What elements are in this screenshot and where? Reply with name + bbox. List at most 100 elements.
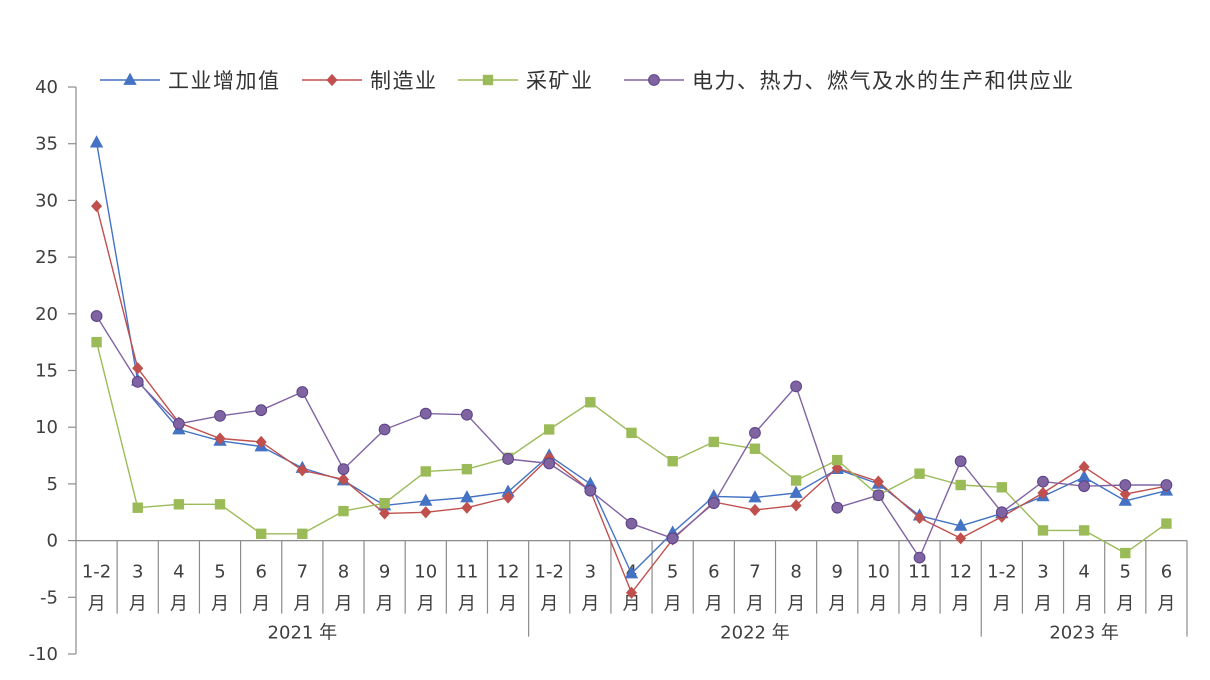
legend-marker [482,74,494,86]
data-point [379,497,390,509]
y-tick-label: -10 [29,644,58,665]
data-point [872,475,884,488]
data-point [419,407,432,420]
axes: 40 35 30 25 20 15 10 5 0 -5 -10 1-2 月 3 月 4 月 5 月 6 月 7 月 8 月 9 月 1… [29,77,1188,665]
data-point [995,506,1008,519]
data-point [872,489,885,502]
data-point [954,518,968,531]
data-point [1120,547,1131,559]
x-category-label: 12 月 [497,562,520,615]
data-point [913,511,926,525]
y-tick-label: 20 [35,304,58,325]
data-point [1037,525,1049,536]
data-point [420,466,431,477]
data-point [790,380,802,393]
data-point [379,507,391,520]
x-category-label: 12 月 [949,562,972,615]
data-point [625,517,638,530]
data-point [90,310,103,322]
data-point [91,336,102,348]
legend-marker [648,74,660,86]
data-point [255,404,268,417]
data-point [214,409,226,422]
data-point [708,436,719,448]
x-category-label: 1-2 月 [535,562,564,615]
data-point [91,199,103,213]
data-point [296,464,308,477]
series-square [91,336,1172,559]
data-point [1160,479,1173,491]
data-point [749,503,761,517]
data-point [420,506,432,519]
data-point [748,490,762,503]
data-point [1078,525,1090,536]
data-point [1037,486,1049,500]
data-point [173,499,185,510]
y-tick-label: 5 [47,474,58,495]
x-category-label: 11 月 [455,562,478,615]
series-diamond [91,199,1172,599]
data-point [337,463,350,476]
data-point [1078,460,1090,473]
data-point [1161,518,1172,529]
data-point [749,426,761,439]
data-point [1037,475,1049,488]
legend-item: 制造业 [302,69,438,93]
data-point [1078,480,1091,493]
data-point [461,408,473,421]
data-point [461,463,473,475]
data-point [502,491,514,504]
data-point [132,362,144,375]
data-point [378,423,391,436]
x-category-label: 1-2 月 [987,562,1016,615]
legend-item: 采矿业 [458,69,594,93]
data-point [297,528,308,539]
data-point [502,453,514,465]
data-point [789,485,803,498]
data-point [1119,488,1131,501]
legend-marker [123,72,137,85]
data-point [255,528,267,539]
data-point [707,497,720,510]
data-point [584,484,597,497]
data-point [954,455,967,468]
x-category-label: 10 月 [867,562,890,615]
y-tick-label: -5 [40,587,58,608]
data-point [585,397,596,408]
data-point [955,479,966,491]
data-point [296,386,309,398]
legend: 工业增加值 制造业 采矿业 电力、热力、燃气及水的生产和供应业 [100,69,1073,93]
data-point [790,475,802,486]
data-point [337,473,350,486]
legend-label: 采矿业 [526,69,594,93]
data-point [89,135,104,148]
data-point [214,432,226,445]
y-tick-label: 40 [35,77,58,98]
plot-area [89,135,1174,599]
y-tick-label: 15 [35,361,58,382]
data-point [543,457,556,470]
legend-marker [326,73,338,87]
data-point [419,493,433,506]
data-point [625,586,638,599]
data-point [831,501,844,514]
data-point [749,443,761,454]
data-point [790,499,802,512]
legend-label: 制造业 [370,69,438,93]
data-point [214,499,226,510]
data-point [624,566,639,579]
y-tick-label: 30 [35,190,58,211]
y-tick-label: 35 [35,134,58,155]
